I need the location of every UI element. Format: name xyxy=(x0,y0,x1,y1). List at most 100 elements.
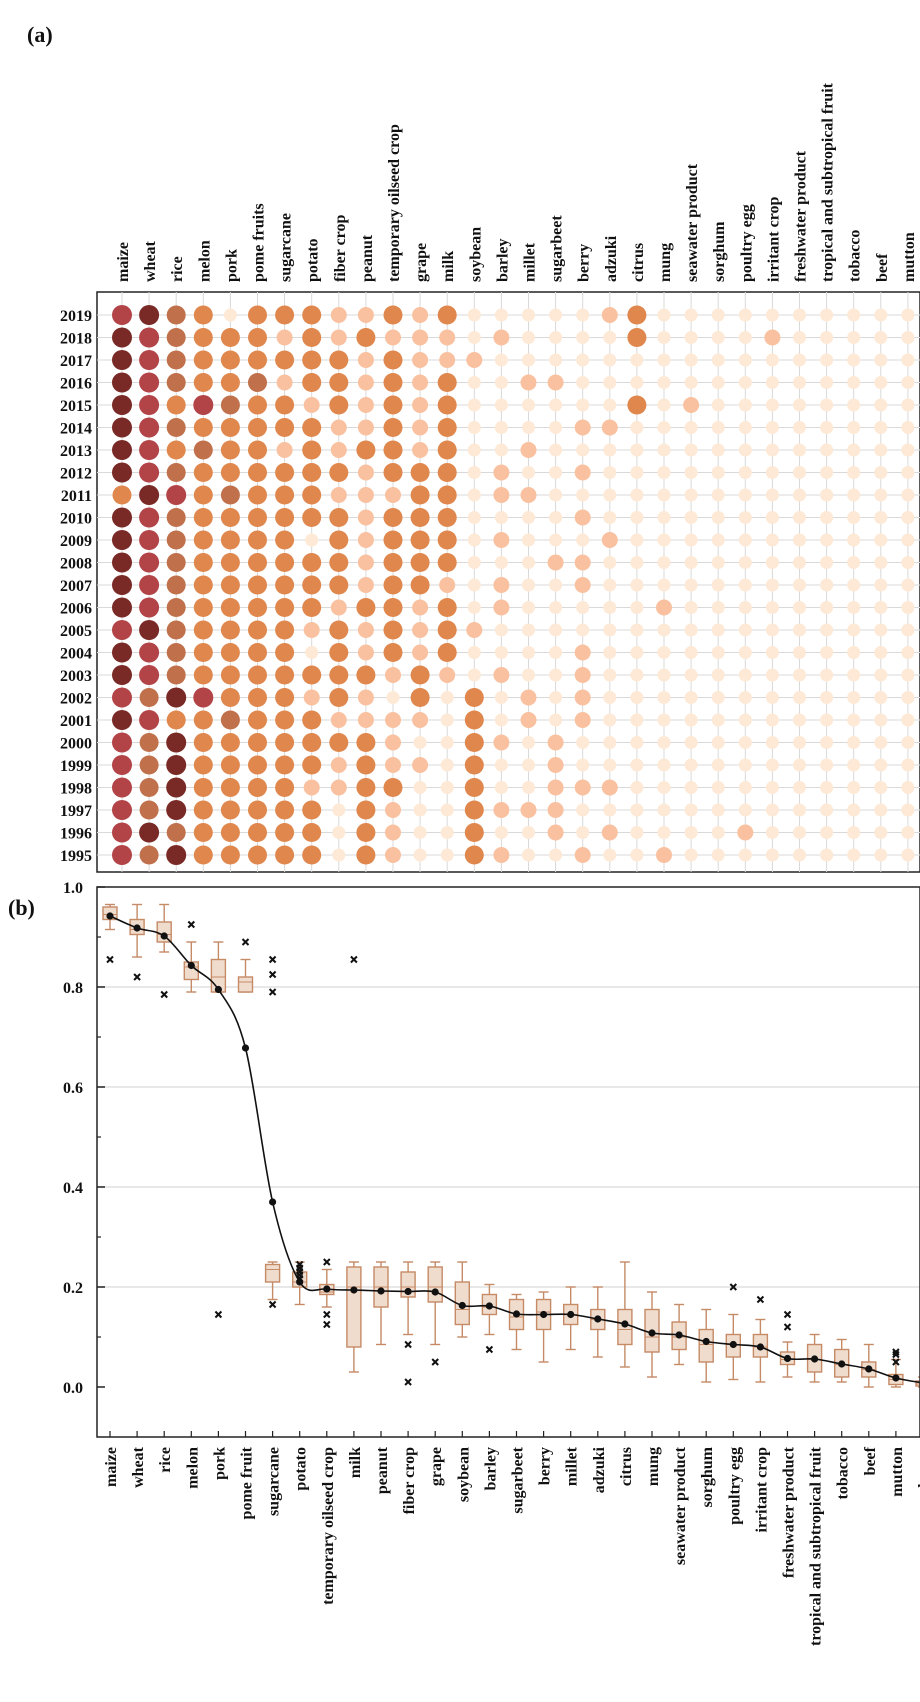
heatmap-dot xyxy=(901,624,914,637)
heatmap-dot xyxy=(248,373,267,392)
heatmap-dot xyxy=(356,328,375,347)
heatmap-dot xyxy=(820,826,833,839)
heatmap-dot xyxy=(549,354,562,367)
heatmap-dot xyxy=(331,307,347,323)
trend-point xyxy=(567,1311,574,1318)
heatmap-dot xyxy=(329,643,348,662)
heatmap-dot xyxy=(712,421,725,434)
heatmap-dot xyxy=(112,418,132,438)
heatmap-dot xyxy=(468,309,481,322)
heatmap-dot xyxy=(465,688,484,707)
heatmap-dot xyxy=(495,826,508,839)
heatmap-dot xyxy=(411,688,430,707)
column-label: freshwater product xyxy=(793,150,810,282)
row-label: 2012 xyxy=(60,466,92,483)
heatmap-dot xyxy=(820,421,833,434)
heatmap-dot xyxy=(329,531,348,550)
heatmap-dot xyxy=(522,736,535,749)
heatmap-dot xyxy=(656,847,672,863)
heatmap-dot xyxy=(465,756,484,775)
heatmap-dot xyxy=(522,646,535,659)
heatmap-dot xyxy=(441,736,454,749)
heatmap-dot xyxy=(793,579,806,592)
heatmap-dot xyxy=(522,579,535,592)
heatmap-dot xyxy=(112,530,132,550)
heatmap-dot xyxy=(139,508,159,528)
heatmap-dot xyxy=(248,396,267,415)
heatmap-dot xyxy=(685,691,698,704)
heatmap-dot xyxy=(356,666,375,685)
heatmap-dot xyxy=(576,354,589,367)
heatmap-dot xyxy=(329,576,348,595)
heatmap-dot xyxy=(656,600,672,616)
heatmap-dot xyxy=(658,624,671,637)
heatmap-dot xyxy=(167,418,186,437)
heatmap-dot xyxy=(412,622,428,638)
heatmap-dot xyxy=(248,598,267,617)
heatmap-dot xyxy=(495,376,508,389)
heatmap-dot xyxy=(630,601,643,614)
heatmap-dot xyxy=(495,759,508,772)
heatmap-dot xyxy=(820,354,833,367)
x-tick-label: poultry egg xyxy=(726,1447,743,1525)
heatmap-dot xyxy=(576,534,589,547)
heatmap-dot xyxy=(575,667,591,683)
heatmap-dot xyxy=(901,511,914,524)
heatmap-dot xyxy=(847,579,860,592)
heatmap-dot xyxy=(766,466,779,479)
heatmap-dot xyxy=(576,624,589,637)
heatmap-dot xyxy=(685,354,698,367)
heatmap-dot xyxy=(139,823,159,843)
heatmap-dot xyxy=(685,579,698,592)
heatmap-dot xyxy=(248,486,267,505)
heatmap-dot xyxy=(221,351,240,370)
heatmap-dot xyxy=(465,823,484,842)
heatmap-dot xyxy=(712,759,725,772)
heatmap-dot xyxy=(847,511,860,524)
heatmap-dot xyxy=(112,373,132,393)
heatmap-dot xyxy=(658,556,671,569)
heatmap-dot xyxy=(522,759,535,772)
heatmap-dot xyxy=(305,534,318,547)
heatmap-dot xyxy=(549,466,562,479)
trend-point xyxy=(106,912,113,919)
heatmap-dot xyxy=(140,778,159,797)
heatmap-dot xyxy=(603,556,616,569)
heatmap-dot xyxy=(603,669,616,682)
heatmap-dot xyxy=(549,309,562,322)
heatmap-dot xyxy=(627,306,646,325)
heatmap-dot xyxy=(438,396,457,415)
heatmap-dot xyxy=(712,691,725,704)
heatmap-dot xyxy=(438,553,457,572)
heatmap-dot xyxy=(793,354,806,367)
heatmap-dot xyxy=(766,781,779,794)
heatmap-dot xyxy=(658,579,671,592)
heatmap-dot xyxy=(275,306,294,325)
heatmap-dot xyxy=(302,576,321,595)
heatmap-dot xyxy=(495,624,508,637)
row-label: 2006 xyxy=(60,601,92,618)
heatmap-dot xyxy=(468,466,481,479)
heatmap-dot xyxy=(764,330,780,346)
heatmap-dot xyxy=(712,444,725,457)
heatmap-dot xyxy=(465,733,484,752)
trend-point xyxy=(405,1288,412,1295)
heatmap-dot xyxy=(167,531,186,550)
heatmap-dot xyxy=(356,756,375,775)
heatmap-dot xyxy=(793,511,806,524)
heatmap-dot xyxy=(793,669,806,682)
heatmap-dot xyxy=(847,399,860,412)
heatmap-dot xyxy=(112,575,132,595)
heatmap-dot xyxy=(549,421,562,434)
boxplot-panel: 0.00.20.40.60.81.0maize wheat rice melon por… xyxy=(63,880,920,1646)
heatmap-dot xyxy=(194,373,213,392)
heatmap-dot xyxy=(712,714,725,727)
heatmap-dot xyxy=(438,463,457,482)
heatmap-dot xyxy=(766,669,779,682)
trend-point xyxy=(648,1329,655,1336)
trend-point xyxy=(296,1278,303,1285)
heatmap-dot xyxy=(166,688,186,708)
heatmap-dot xyxy=(549,399,562,412)
heatmap-dot xyxy=(248,328,267,347)
row-label: 1997 xyxy=(60,803,92,820)
